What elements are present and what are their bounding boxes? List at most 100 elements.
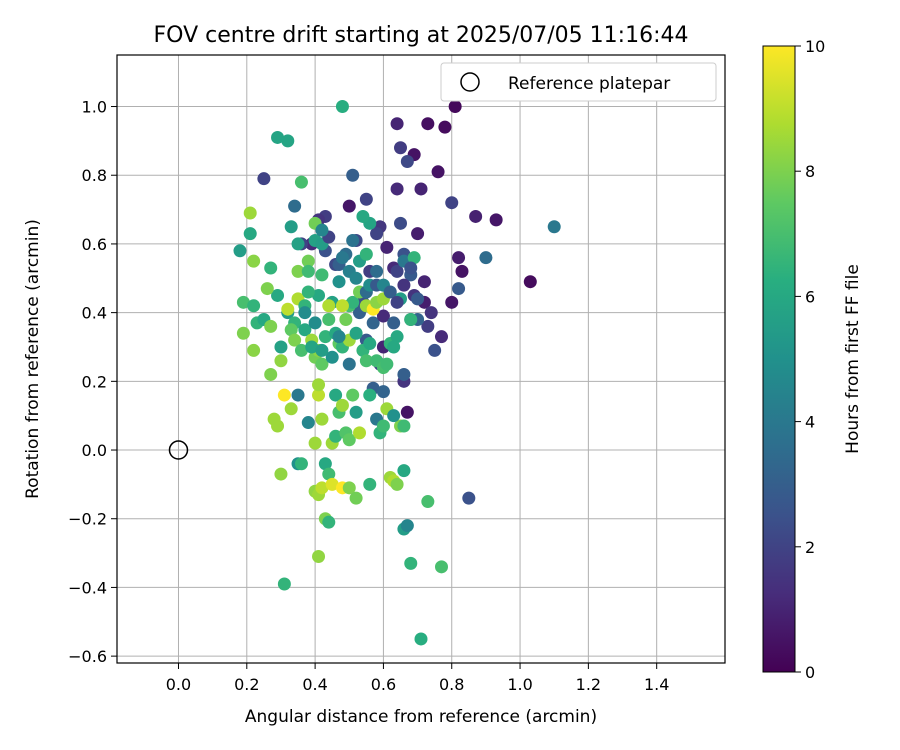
data-point <box>414 632 428 646</box>
data-point <box>523 275 537 289</box>
data-point <box>390 182 404 196</box>
data-point <box>301 416 315 430</box>
data-point <box>233 244 247 258</box>
data-point <box>257 172 271 186</box>
x-axis-ticks: 0.0 0.2 0.4 0.6 0.8 1.0 1.2 1.4 <box>166 663 669 694</box>
data-point <box>390 117 404 131</box>
colorbar: 0 2 4 6 8 10 Hours from first FF file <box>762 37 863 682</box>
data-point <box>411 227 425 241</box>
data-point <box>366 316 380 330</box>
data-point <box>452 282 466 296</box>
data-point <box>404 312 418 326</box>
colorbar-tick-label: 4 <box>805 413 815 432</box>
data-point <box>414 182 428 196</box>
data-point <box>469 209 483 223</box>
data-point <box>271 419 285 433</box>
data-point <box>315 343 329 357</box>
data-point <box>335 251 349 265</box>
legend-label: Reference platepar <box>508 74 670 94</box>
data-point <box>342 199 356 213</box>
data-point <box>325 350 339 364</box>
data-point <box>274 467 288 481</box>
data-point <box>428 343 442 357</box>
data-point <box>397 367 411 381</box>
data-point <box>301 264 315 278</box>
grid <box>117 55 725 663</box>
data-point <box>411 292 425 306</box>
data-point <box>404 556 418 570</box>
data-point <box>342 481 356 495</box>
data-point <box>301 254 315 268</box>
data-point <box>284 323 298 337</box>
colorbar-tick-label: 8 <box>805 162 815 181</box>
data-point <box>247 343 261 357</box>
data-point <box>363 477 377 491</box>
data-point <box>318 457 332 471</box>
data-point <box>400 154 414 168</box>
data-point <box>479 251 493 265</box>
data-point <box>301 285 315 299</box>
legend-box <box>440 62 717 102</box>
data-point <box>434 330 448 344</box>
data-point <box>438 120 452 134</box>
data-point <box>349 405 363 419</box>
data-point <box>363 337 377 351</box>
data-point <box>264 367 278 381</box>
data-point <box>547 220 561 234</box>
data-point <box>312 288 326 302</box>
data-point <box>260 282 274 296</box>
data-point <box>448 100 462 114</box>
y-tick-label: 0.0 <box>82 441 107 460</box>
data-point <box>284 402 298 416</box>
data-point <box>363 388 377 402</box>
data-point <box>294 175 308 189</box>
colorbar-gradient <box>762 45 796 673</box>
data-point <box>335 299 349 313</box>
data-point <box>322 467 336 481</box>
data-point <box>281 302 295 316</box>
data-point <box>387 409 401 423</box>
data-point <box>288 333 302 347</box>
data-point <box>404 261 418 275</box>
data-point <box>342 433 356 447</box>
data-point <box>312 378 326 392</box>
data-point <box>308 316 322 330</box>
data-point <box>291 237 305 251</box>
data-point <box>294 343 308 357</box>
data-point <box>274 340 288 354</box>
data-point <box>335 398 349 412</box>
data-point <box>390 264 404 278</box>
data-point <box>394 216 408 230</box>
x-tick-label: 1.0 <box>507 675 532 694</box>
data-point <box>284 220 298 234</box>
data-point <box>421 319 435 333</box>
x-tick-label: 0.4 <box>302 675 327 694</box>
data-point <box>376 385 390 399</box>
data-point <box>387 316 401 330</box>
data-point <box>397 419 411 433</box>
data-point <box>397 278 411 292</box>
reference-point <box>168 440 189 460</box>
data-point <box>342 357 356 371</box>
data-point <box>400 519 414 533</box>
data-point <box>421 117 435 131</box>
x-tick-label: 1.4 <box>644 675 669 694</box>
data-point <box>370 264 384 278</box>
y-tick-label: 0.8 <box>82 166 107 185</box>
data-point <box>346 233 360 247</box>
data-point <box>445 196 459 210</box>
y-tick-label: −0.6 <box>68 647 107 666</box>
data-point <box>359 354 373 368</box>
data-point <box>349 271 363 285</box>
data-point <box>329 388 343 402</box>
colorbar-tick-label: 6 <box>805 287 815 306</box>
data-point <box>236 326 250 340</box>
legend-marker-icon <box>460 72 480 92</box>
data-point <box>462 491 476 505</box>
data-point <box>318 330 332 344</box>
data-points <box>233 100 561 646</box>
data-point <box>424 306 438 320</box>
data-point <box>383 285 397 299</box>
data-point <box>315 481 329 495</box>
